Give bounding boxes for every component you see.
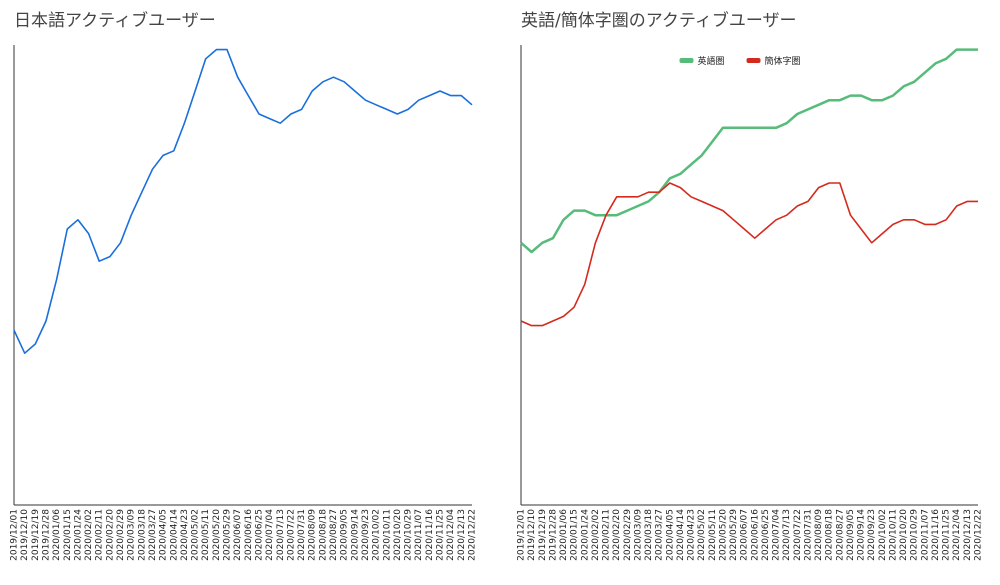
x-tick-label: 2020/05/02 [697,509,707,561]
x-tick-label: 2019/12/28 [41,509,51,561]
x-tick-label: 2020/03/27 [655,509,665,561]
x-tick-label: 2020/06/07 [740,509,750,561]
x-tick-label: 2020/02/11 [95,509,105,561]
x-tick-label: 2019/12/10 [20,509,30,561]
x-tick-label: 2020/11/25 [436,509,446,561]
x-tick-label: 2020/08/27 [835,509,845,561]
legend-label: 英語圏 [698,55,725,67]
x-tick-label: 2020/12/22 [974,509,984,561]
x-tick-label: 2020/04/23 [180,509,190,561]
legend-label: 簡体字圏 [765,55,801,67]
x-tick-label: 2020/10/20 [393,509,403,561]
x-tick-label: 2020/10/02 [878,509,888,561]
x-tick-label: 2020/06/25 [254,509,264,561]
x-tick-label: 2020/11/16 [425,509,435,561]
x-tick-label: 2020/06/16 [750,509,760,561]
x-tick-label: 2020/03/18 [644,509,654,561]
x-tick-label: 2020/02/11 [602,509,612,561]
x-tick-label: 2020/02/20 [105,509,115,561]
x-tick-label: 2020/06/07 [233,509,243,561]
x-tick-label: 2020/02/02 [591,509,601,561]
x-tick-label: 2020/08/09 [814,509,824,561]
x-tick-label: 2020/03/09 [127,509,137,561]
x-tick-label: 2020/07/22 [286,509,296,561]
x-tick-label: 2020/10/02 [372,509,382,561]
x-tick-label: 2020/12/13 [457,509,467,561]
x-tick-label: 2020/01/15 [63,509,73,561]
x-tick-label: 2020/07/04 [265,509,275,561]
x-tick-label: 2020/09/23 [867,509,877,561]
x-tick-label: 2020/04/05 [159,509,169,561]
x-tick-label: 2020/05/11 [708,509,718,561]
x-tick-label: 2020/10/20 [899,509,909,561]
x-tick-label: 2020/07/22 [793,509,803,561]
x-tick-label: 2020/08/27 [329,509,339,561]
x-tick-label: 2020/05/20 [718,509,728,561]
legend-swatch [679,58,694,63]
x-tick-label: 2020/07/13 [276,509,286,561]
x-tick-label: 2020/01/15 [570,509,580,561]
x-tick-label: 2019/12/01 [10,509,20,561]
x-tick-label: 2020/07/13 [782,509,792,561]
x-tick-label: 2020/09/14 [350,509,360,561]
x-tick-label: 2020/06/16 [244,509,254,561]
x-tick-label: 2020/01/06 [559,509,569,561]
x-tick-label: 2020/02/02 [84,509,94,561]
x-tick-label: 2020/09/05 [340,509,350,561]
x-tick-label: 2020/05/29 [729,509,739,561]
x-tick-label: 2020/12/04 [952,509,962,561]
x-tick-label: 2020/03/27 [148,509,158,561]
x-tick-label: 2020/03/18 [137,509,147,561]
x-tick-label: 2020/01/24 [580,509,590,561]
x-tick-label: 2019/12/19 [31,509,41,561]
x-tick-label: 2020/03/09 [633,509,643,561]
x-tick-label: 2019/12/19 [538,509,548,561]
x-tick-label: 2020/11/16 [931,509,941,561]
x-tick-label: 2020/04/14 [169,509,179,561]
x-tick-label: 2020/11/25 [942,509,952,561]
x-tick-label: 2020/01/06 [52,509,62,561]
x-tick-label: 2019/12/10 [527,509,537,561]
chart-title: 日本語アクティブユーザー [14,10,216,31]
x-tick-label: 2020/04/14 [676,509,686,561]
x-tick-label: 2020/10/11 [382,509,392,561]
x-tick-label: 2020/08/09 [308,509,318,561]
x-tick-label: 2020/05/11 [201,509,211,561]
x-tick-label: 2020/06/25 [761,509,771,561]
x-tick-label: 2020/01/24 [73,509,83,561]
x-tick-label: 2020/04/23 [687,509,697,561]
chart-title: 英語/簡体字圏のアクティブユーザー [521,10,797,31]
x-tick-label: 2020/07/04 [772,509,782,561]
x-tick-label: 2020/10/11 [888,509,898,561]
legend-swatch [746,58,761,63]
x-tick-label: 2020/12/22 [468,509,478,561]
data-line [520,182,978,327]
x-tick-label: 2020/02/29 [623,509,633,561]
x-tick-label: 2020/08/18 [825,509,835,561]
x-tick-label: 2020/05/20 [212,509,222,561]
x-tick-label: 2020/05/02 [191,509,201,561]
data-line [13,48,473,354]
x-tick-label: 2020/10/29 [404,509,414,561]
x-tick-label: 2020/07/31 [297,509,307,561]
x-tick-label: 2020/08/18 [318,509,328,561]
x-tick-label: 2019/12/01 [517,509,527,561]
data-line [520,48,978,254]
x-tick-label: 2020/09/05 [846,509,856,561]
x-tick-label: 2020/02/20 [612,509,622,561]
x-tick-label: 2020/09/23 [361,509,371,561]
x-tick-label: 2020/11/07 [414,509,424,561]
x-tick-label: 2020/10/29 [910,509,920,561]
x-tick-label: 2020/12/04 [446,509,456,561]
x-tick-label: 2020/05/29 [223,509,233,561]
x-tick-label: 2020/09/14 [857,509,867,561]
x-tick-label: 2019/12/28 [548,509,558,561]
x-tick-label: 2020/04/05 [665,509,675,561]
x-tick-label: 2020/02/29 [116,509,126,561]
x-tick-label: 2020/12/13 [963,509,973,561]
x-tick-label: 2020/11/07 [920,509,930,561]
x-tick-label: 2020/07/31 [803,509,813,561]
